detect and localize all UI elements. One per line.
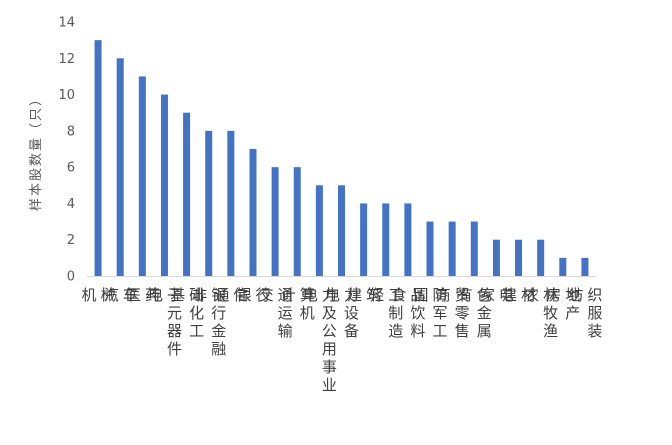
x-tick-label: 计算机	[281, 286, 315, 322]
bar	[138, 76, 146, 277]
y-tick-label: 6	[67, 161, 75, 176]
bar	[116, 58, 124, 276]
y-tick-label: 2	[67, 233, 75, 248]
x-tick-label: 建材	[502, 286, 536, 304]
x-tick-label: 商贸零售	[436, 286, 470, 340]
bar	[160, 94, 168, 276]
x-tick-label: 电力及公用事业	[303, 286, 337, 394]
y-tick-label: 14	[58, 16, 75, 31]
y-tick-label: 10	[58, 88, 75, 103]
x-tick-label: 电子元器件	[148, 286, 182, 358]
bar	[448, 221, 456, 276]
x-tick-label: 家电	[480, 286, 514, 304]
x-tick-label: 银行	[236, 286, 270, 304]
bar	[426, 221, 434, 276]
y-axis-title-group: 样本股数量（只）	[29, 91, 44, 211]
y-tick-label: 4	[67, 197, 75, 212]
bar	[382, 203, 390, 276]
x-tick-label: 国防军工	[414, 286, 448, 340]
bar	[515, 239, 523, 276]
bar	[249, 149, 257, 276]
bar	[338, 185, 345, 276]
x-tick-label: 有色金属	[458, 286, 492, 340]
category-labels: 机械汽 车医 药电 子元器件基 础化工非 银行金融通 信银 行交 通运输计 算机电 力及公用事业电力…	[82, 286, 603, 394]
x-tick-label: 医药	[126, 286, 160, 304]
x-tick-label: 汽车	[104, 286, 138, 304]
bar	[470, 221, 478, 276]
x-tick-label: 食品饮料	[391, 286, 425, 340]
x-tick-label: 电力设备	[325, 286, 359, 340]
y-axis-title: 样本股数量（只）	[29, 91, 44, 211]
bar	[183, 112, 191, 277]
bar	[205, 130, 213, 276]
x-tick-label: 轻工制造	[369, 286, 403, 340]
bars-group	[94, 40, 589, 277]
bar	[537, 239, 545, 276]
x-tick-label: 非银行金融	[192, 286, 226, 358]
x-tick-label: 房地产	[546, 286, 580, 322]
bar	[94, 40, 102, 276]
x-tick-label: 交通运输	[259, 286, 293, 340]
x-tick-label: 机械	[82, 286, 116, 304]
x-tick-label: 通信	[214, 286, 248, 304]
bar	[492, 239, 500, 276]
bar	[360, 203, 368, 276]
x-tick-label: 建筑	[347, 286, 381, 304]
y-axis-ticks: 0 2 4 6 8 10 12 14	[58, 16, 75, 285]
y-tick-label: 12	[58, 52, 75, 67]
x-tick-label: 农林牧渔	[524, 286, 558, 340]
y-tick-label: 0	[67, 270, 75, 285]
bar	[293, 167, 301, 276]
bar	[227, 130, 235, 276]
x-tick-label: 基础化工	[170, 286, 204, 340]
bar	[271, 167, 279, 276]
y-tick-label: 8	[67, 124, 75, 139]
bar	[559, 257, 567, 276]
bar	[581, 257, 589, 276]
bar	[315, 185, 323, 276]
bar	[404, 203, 412, 276]
x-tick-label: 纺织服装	[568, 286, 602, 340]
